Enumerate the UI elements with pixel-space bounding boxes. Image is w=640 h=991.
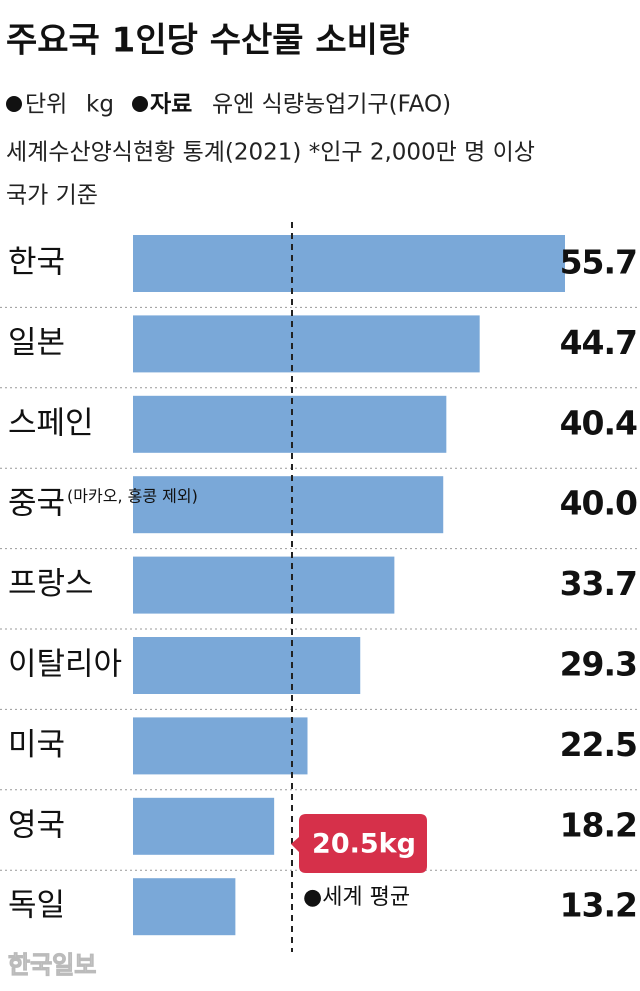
- source: 유엔 식량농업기구(FAO): [212, 92, 451, 118]
- category-label: 프랑스: [8, 566, 94, 602]
- source: 국가 기준: [6, 183, 98, 209]
- value-label: 18.2: [560, 805, 637, 844]
- value-label: 13.2: [560, 886, 637, 925]
- bar: [133, 476, 444, 534]
- reference-name: ●세계 평균: [303, 885, 410, 910]
- bar: [133, 395, 447, 453]
- value-label: 22.5: [560, 725, 637, 764]
- value-label: 29.3: [560, 645, 637, 684]
- bullet: [6, 96, 22, 112]
- value-label: 40.0: [560, 484, 637, 523]
- value-label: 40.4: [560, 403, 637, 442]
- category-label: 이탈리아: [8, 647, 122, 683]
- unit-label: 단위: [25, 92, 67, 118]
- value-label: 55.7: [560, 243, 637, 282]
- category-label: 스페인: [8, 405, 94, 441]
- value-label: 44.7: [560, 323, 637, 362]
- source-label: 자료: [150, 92, 192, 118]
- reference-label: 20.5kg: [312, 829, 416, 860]
- watermark: 한국일보: [8, 951, 96, 979]
- category-label: 중국: [8, 486, 65, 522]
- bar: [133, 556, 395, 614]
- bar: [133, 315, 480, 373]
- category-label: 미국: [8, 727, 65, 763]
- bar: [133, 878, 236, 936]
- category-label: 일본: [8, 325, 65, 361]
- reference-callout: [291, 814, 427, 873]
- category-label: 영국: [8, 807, 65, 843]
- unit: kg: [86, 92, 114, 118]
- value-label: 33.7: [560, 564, 637, 603]
- category-note: (마카오, 홍콩 제외): [67, 487, 198, 506]
- bar: [133, 637, 361, 694]
- bar: [133, 235, 565, 292]
- bar: [133, 717, 308, 775]
- category-label: 한국: [8, 245, 65, 281]
- bullet: [132, 96, 148, 112]
- chart-title: 주요국 1인당 수산물 소비량: [6, 21, 409, 61]
- category-label: 독일: [8, 888, 65, 924]
- source: 세계수산양식현황 통계(2021) *인구 2,000만 명 이상: [6, 140, 535, 166]
- bar: [133, 797, 275, 855]
